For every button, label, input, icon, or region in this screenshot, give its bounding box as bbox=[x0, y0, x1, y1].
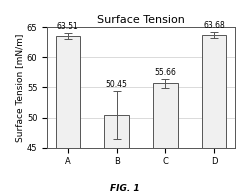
Bar bbox=[202, 35, 226, 195]
Bar bbox=[56, 36, 80, 195]
Title: Surface Tension: Surface Tension bbox=[97, 15, 185, 25]
Bar bbox=[104, 115, 129, 195]
Text: 55.66: 55.66 bbox=[154, 68, 176, 77]
Bar bbox=[153, 83, 178, 195]
Text: 50.45: 50.45 bbox=[106, 80, 128, 89]
Text: 63.51: 63.51 bbox=[57, 22, 79, 31]
Y-axis label: Surface Tension [mN/m]: Surface Tension [mN/m] bbox=[15, 33, 24, 142]
Text: FIG. 1: FIG. 1 bbox=[110, 184, 140, 193]
Text: 63.68: 63.68 bbox=[204, 21, 225, 30]
